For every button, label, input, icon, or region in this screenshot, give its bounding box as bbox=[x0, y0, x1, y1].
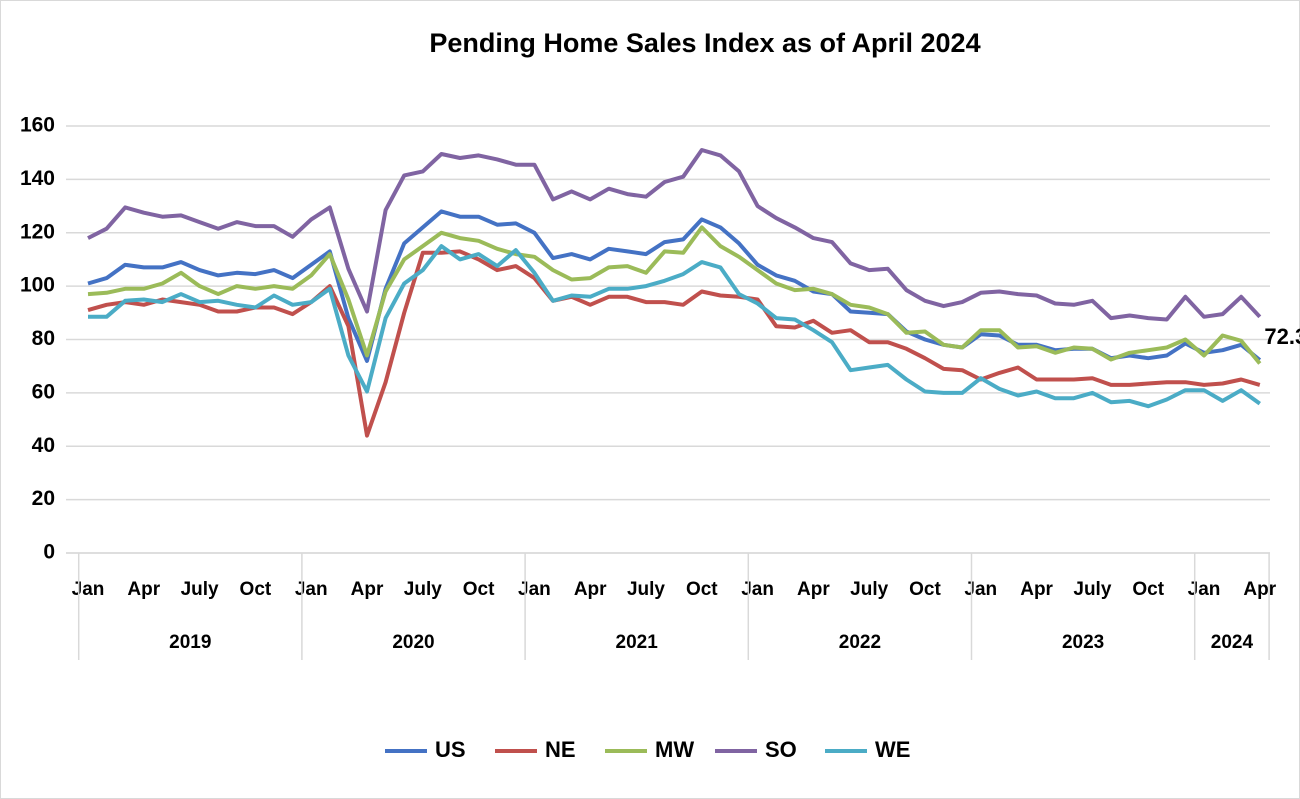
y-tick-label: 140 bbox=[20, 167, 55, 190]
x-tick-label: Apr bbox=[1020, 579, 1053, 600]
legend-label: MW bbox=[655, 737, 694, 762]
x-tick-label: Apr bbox=[1243, 579, 1276, 600]
x-tick-label: Apr bbox=[797, 579, 830, 600]
x-tick-label: Oct bbox=[463, 579, 495, 600]
x-tick-label: July bbox=[404, 579, 442, 600]
y-tick-label: 80 bbox=[32, 327, 55, 350]
year-label: 2020 bbox=[392, 632, 434, 653]
x-tick-label: July bbox=[850, 579, 888, 600]
x-tick-label: Oct bbox=[909, 579, 941, 600]
series-line bbox=[87, 148, 1262, 322]
x-tick-label: Oct bbox=[686, 579, 718, 600]
y-tick-label: 40 bbox=[32, 434, 55, 457]
data-label: 72.3 bbox=[1264, 324, 1300, 349]
year-label: 2024 bbox=[1211, 632, 1254, 653]
x-tick-label: Apr bbox=[127, 579, 160, 600]
x-tick-label: Apr bbox=[574, 579, 607, 600]
legend-label: WE bbox=[875, 737, 910, 762]
y-tick-label: 100 bbox=[20, 274, 55, 297]
x-tick-label: Jan bbox=[964, 579, 997, 600]
year-label: 2023 bbox=[1062, 632, 1104, 653]
x-tick-label: Oct bbox=[240, 579, 272, 600]
legend-label: US bbox=[435, 737, 466, 762]
series-line bbox=[87, 249, 1261, 438]
x-tick-label: July bbox=[181, 579, 219, 600]
x-tick-label: Jan bbox=[518, 579, 551, 600]
year-label: 2019 bbox=[169, 632, 211, 653]
x-tick-label: Jan bbox=[72, 579, 105, 600]
x-tick-label: Oct bbox=[1132, 579, 1164, 600]
chart-title: Pending Home Sales Index as of April 202… bbox=[429, 28, 980, 58]
y-tick-label: 0 bbox=[43, 541, 55, 564]
year-label: 2022 bbox=[839, 632, 881, 653]
x-tick-label: Apr bbox=[351, 579, 384, 600]
x-tick-label: July bbox=[627, 579, 665, 600]
legend-label: SO bbox=[765, 737, 797, 762]
x-tick-label: July bbox=[1073, 579, 1111, 600]
x-tick-label: Jan bbox=[295, 579, 328, 600]
y-tick-label: 60 bbox=[32, 380, 55, 403]
x-tick-label: Jan bbox=[741, 579, 774, 600]
y-tick-label: 120 bbox=[20, 220, 55, 243]
series-line bbox=[87, 225, 1262, 365]
y-tick-label: 160 bbox=[20, 114, 55, 137]
y-tick-label: 20 bbox=[32, 487, 55, 510]
legend-label: NE bbox=[545, 737, 576, 762]
x-tick-label: Jan bbox=[1188, 579, 1221, 600]
year-label: 2021 bbox=[616, 632, 659, 653]
series-line bbox=[88, 244, 1261, 409]
